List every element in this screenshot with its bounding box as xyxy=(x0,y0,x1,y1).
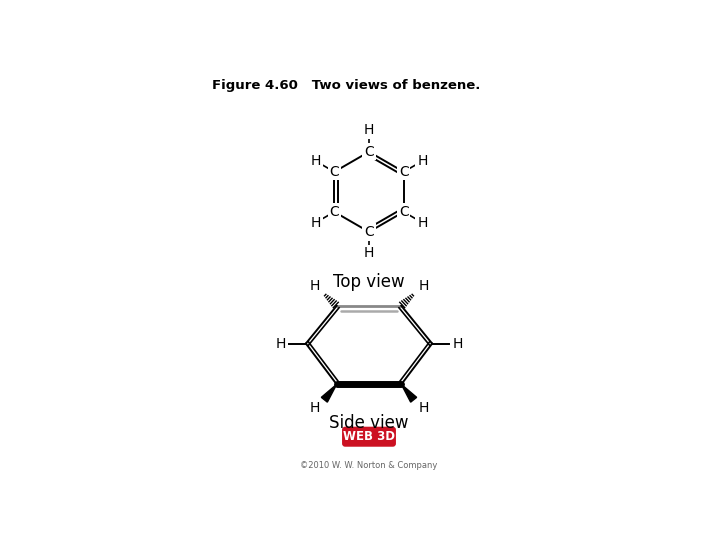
Text: C: C xyxy=(364,225,374,239)
Text: C: C xyxy=(330,165,339,179)
Text: H: H xyxy=(310,401,320,415)
Text: ©2010 W. W. Norton & Company: ©2010 W. W. Norton & Company xyxy=(300,461,438,470)
Text: H: H xyxy=(310,215,321,230)
Text: Side view: Side view xyxy=(329,414,409,431)
Text: C: C xyxy=(399,165,408,179)
Text: H: H xyxy=(418,401,428,415)
Text: H: H xyxy=(276,336,286,350)
Text: H: H xyxy=(417,215,428,230)
Text: C: C xyxy=(330,205,339,219)
Text: H: H xyxy=(364,246,374,260)
Text: H: H xyxy=(310,279,320,293)
Text: C: C xyxy=(364,145,374,159)
Text: H: H xyxy=(418,279,428,293)
Text: Top view: Top view xyxy=(333,273,405,292)
Text: H: H xyxy=(452,336,462,350)
Text: H: H xyxy=(310,154,321,168)
Text: Figure 4.60   Two views of benzene.: Figure 4.60 Two views of benzene. xyxy=(212,79,480,92)
Text: H: H xyxy=(364,123,374,137)
Text: H: H xyxy=(417,154,428,168)
Polygon shape xyxy=(321,384,337,402)
Polygon shape xyxy=(401,384,417,402)
Text: WEB 3D: WEB 3D xyxy=(343,430,395,443)
Text: C: C xyxy=(399,205,408,219)
FancyBboxPatch shape xyxy=(342,427,396,447)
